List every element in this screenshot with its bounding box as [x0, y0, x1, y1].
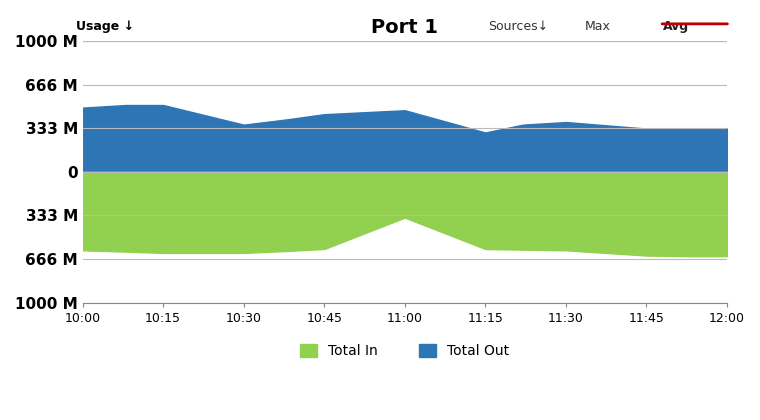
Legend: Total In, Total Out: Total In, Total Out: [295, 339, 515, 364]
Title: Port 1: Port 1: [372, 18, 439, 37]
Text: Usage ↓: Usage ↓: [76, 20, 135, 33]
Text: Max: Max: [585, 20, 611, 33]
Text: Avg: Avg: [663, 20, 689, 33]
Text: Sources↓: Sources↓: [489, 20, 549, 33]
